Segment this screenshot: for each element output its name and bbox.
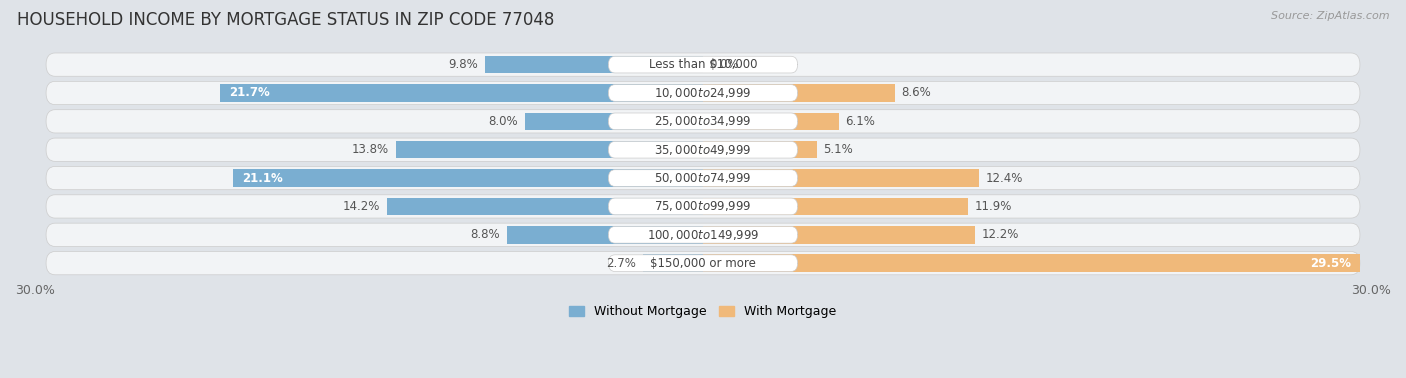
FancyBboxPatch shape bbox=[46, 166, 1360, 190]
FancyBboxPatch shape bbox=[46, 223, 1360, 246]
Text: 13.8%: 13.8% bbox=[352, 143, 389, 156]
Text: $150,000 or more: $150,000 or more bbox=[650, 257, 756, 270]
Bar bbox=[643, 254, 703, 272]
Text: 2.7%: 2.7% bbox=[606, 257, 636, 270]
Text: HOUSEHOLD INCOME BY MORTGAGE STATUS IN ZIP CODE 77048: HOUSEHOLD INCOME BY MORTGAGE STATUS IN Z… bbox=[17, 11, 554, 29]
Text: 9.8%: 9.8% bbox=[449, 58, 478, 71]
Text: 12.2%: 12.2% bbox=[981, 228, 1019, 241]
Text: 21.7%: 21.7% bbox=[229, 87, 270, 99]
Text: 0.0%: 0.0% bbox=[710, 58, 740, 71]
Text: 14.2%: 14.2% bbox=[343, 200, 380, 213]
FancyBboxPatch shape bbox=[46, 138, 1360, 161]
Text: 6.1%: 6.1% bbox=[845, 115, 876, 128]
Bar bbox=[395, 141, 703, 158]
Bar bbox=[703, 141, 817, 158]
FancyBboxPatch shape bbox=[609, 198, 797, 215]
Bar bbox=[703, 113, 839, 130]
Bar bbox=[485, 56, 703, 73]
Text: 29.5%: 29.5% bbox=[1310, 257, 1351, 270]
Bar bbox=[219, 84, 703, 102]
Text: $10,000 to $24,999: $10,000 to $24,999 bbox=[654, 86, 752, 100]
Text: $35,000 to $49,999: $35,000 to $49,999 bbox=[654, 143, 752, 157]
FancyBboxPatch shape bbox=[609, 255, 797, 271]
Bar bbox=[233, 169, 703, 187]
Bar bbox=[703, 226, 974, 243]
Bar bbox=[703, 169, 979, 187]
Text: 21.1%: 21.1% bbox=[242, 172, 283, 184]
FancyBboxPatch shape bbox=[609, 113, 797, 130]
Text: Less than $10,000: Less than $10,000 bbox=[648, 58, 758, 71]
Text: 5.1%: 5.1% bbox=[824, 143, 853, 156]
Text: $25,000 to $34,999: $25,000 to $34,999 bbox=[654, 114, 752, 129]
Text: $100,000 to $149,999: $100,000 to $149,999 bbox=[647, 228, 759, 242]
FancyBboxPatch shape bbox=[609, 141, 797, 158]
Text: 8.6%: 8.6% bbox=[901, 87, 931, 99]
FancyBboxPatch shape bbox=[609, 170, 797, 186]
Bar bbox=[703, 198, 967, 215]
Bar bbox=[524, 113, 703, 130]
FancyBboxPatch shape bbox=[46, 53, 1360, 76]
Bar bbox=[387, 198, 703, 215]
Text: $75,000 to $99,999: $75,000 to $99,999 bbox=[654, 200, 752, 214]
Text: Source: ZipAtlas.com: Source: ZipAtlas.com bbox=[1271, 11, 1389, 21]
FancyBboxPatch shape bbox=[609, 85, 797, 101]
Text: 8.8%: 8.8% bbox=[471, 228, 501, 241]
FancyBboxPatch shape bbox=[46, 195, 1360, 218]
FancyBboxPatch shape bbox=[46, 81, 1360, 105]
Bar bbox=[508, 226, 703, 243]
Text: $50,000 to $74,999: $50,000 to $74,999 bbox=[654, 171, 752, 185]
FancyBboxPatch shape bbox=[46, 110, 1360, 133]
Text: 8.0%: 8.0% bbox=[488, 115, 519, 128]
FancyBboxPatch shape bbox=[609, 226, 797, 243]
FancyBboxPatch shape bbox=[609, 56, 797, 73]
Bar bbox=[703, 84, 894, 102]
FancyBboxPatch shape bbox=[46, 251, 1360, 275]
Legend: Without Mortgage, With Mortgage: Without Mortgage, With Mortgage bbox=[564, 300, 842, 323]
Text: 12.4%: 12.4% bbox=[986, 172, 1024, 184]
Bar bbox=[703, 254, 1360, 272]
Text: 11.9%: 11.9% bbox=[974, 200, 1012, 213]
